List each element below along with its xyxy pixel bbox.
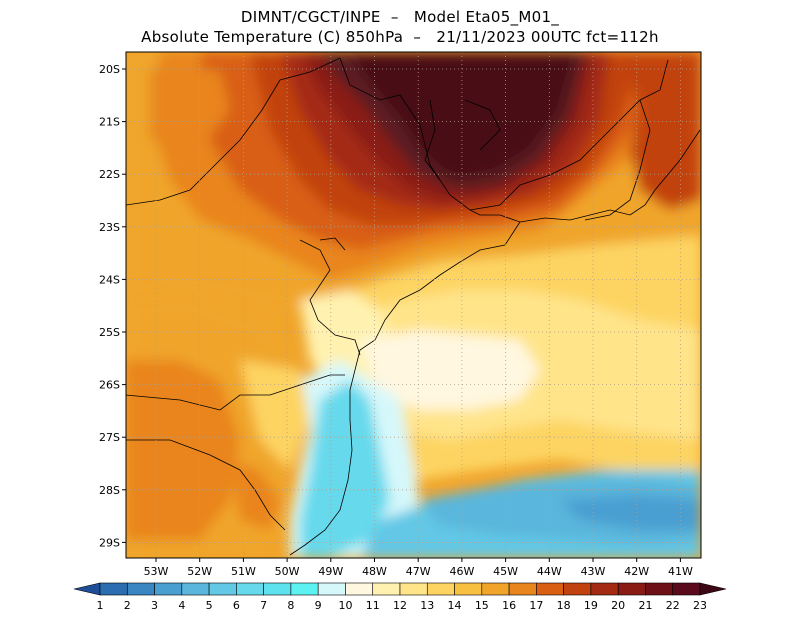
color-bar-label: 13 — [420, 599, 434, 612]
color-bar-label: 7 — [260, 599, 267, 612]
color-bar-segment — [590, 582, 619, 596]
color-bar-arrow-low — [73, 582, 101, 596]
color-bar-segment — [617, 582, 646, 596]
coastline — [289, 221, 521, 556]
color-bar-label: 8 — [287, 599, 294, 612]
color-bar-segment — [563, 582, 592, 596]
lon-label: 44W — [537, 565, 562, 578]
color-bar-segment — [236, 582, 264, 596]
map-title-line-1: DIMNT/CGCT/INPE – Model Eta05_M01_ — [240, 8, 560, 26]
lon-label: 45W — [493, 565, 518, 578]
color-bar-label: 19 — [584, 599, 598, 612]
color-bar-segment — [99, 582, 128, 596]
state-border — [126, 439, 286, 531]
reservoir-outline — [464, 99, 501, 151]
color-bar-label: 20 — [611, 599, 625, 612]
lon-label: 52W — [187, 565, 212, 578]
map-title-line-2: Absolute Temperature (C) 850hPa – 21/11/… — [141, 28, 659, 46]
map-outlines — [126, 57, 701, 556]
color-bar-label: 11 — [366, 599, 380, 612]
color-bar-label: 15 — [475, 599, 489, 612]
color-bar-label: 4 — [178, 599, 185, 612]
color-bar-label: 1 — [97, 599, 104, 612]
axis-ticks — [122, 68, 681, 562]
color-bar-segment — [508, 582, 537, 596]
color-bar-label: 17 — [529, 599, 543, 612]
color-bar — [73, 582, 727, 596]
color-bar-segment — [672, 582, 701, 596]
color-bar-segment — [208, 582, 237, 596]
color-bar-segment — [536, 582, 564, 596]
lat-label: 29S — [99, 536, 120, 549]
color-bar-label: 22 — [666, 599, 680, 612]
lat-label: 24S — [99, 273, 120, 286]
color-bar-segment — [481, 582, 510, 596]
color-bar-label: 6 — [233, 599, 240, 612]
color-bar-label: 9 — [315, 599, 322, 612]
lat-label: 27S — [99, 431, 120, 444]
latitude-labels: 20S 21S 22S 23S 24S 25S 26S 27S 28S 29S — [99, 63, 120, 549]
color-bar-segment — [426, 582, 455, 596]
color-bar-label: 18 — [557, 599, 571, 612]
color-bar-segment — [345, 582, 374, 596]
reservoir-outline — [424, 99, 441, 181]
color-bar-segment — [399, 582, 428, 596]
color-bar-segment — [263, 582, 292, 596]
lon-label: 46W — [449, 565, 474, 578]
map-frame — [125, 51, 702, 559]
color-bar-label: 5 — [206, 599, 213, 612]
lon-label: 49W — [318, 565, 343, 578]
color-bar-label: 12 — [393, 599, 407, 612]
color-bar-label: 23 — [693, 599, 707, 612]
color-bar-arrow-high — [699, 582, 727, 596]
lon-label: 53W — [144, 565, 169, 578]
coastline — [469, 129, 701, 223]
lat-label: 21S — [99, 116, 120, 129]
lat-label: 20S — [99, 63, 120, 76]
lon-label: 50W — [275, 565, 300, 578]
color-bar-label: 10 — [338, 599, 352, 612]
color-bar-label: 14 — [448, 599, 462, 612]
lon-label: 51W — [231, 565, 256, 578]
color-bar-labels: 1 2 3 4 5 6 7 8 9 10 11 12 13 14 15 16 17 18 19 20 21 22 23 — [97, 599, 708, 612]
color-bar-segment — [645, 582, 674, 596]
color-bar-label: 21 — [638, 599, 652, 612]
lat-label: 25S — [99, 326, 120, 339]
lon-label: 48W — [362, 565, 387, 578]
color-bar-segment — [126, 582, 155, 596]
state-border — [126, 374, 345, 411]
color-bar-segment — [154, 582, 183, 596]
lat-label: 26S — [99, 379, 120, 392]
color-bar-segment — [372, 582, 401, 596]
color-bar-segment — [454, 582, 483, 596]
lat-label: 28S — [99, 484, 120, 497]
lon-label: 47W — [406, 565, 431, 578]
state-border — [584, 99, 651, 221]
state-border — [126, 57, 341, 206]
lon-label: 43W — [581, 565, 606, 578]
color-bar-segment — [290, 582, 319, 596]
color-bar-segment — [317, 582, 346, 596]
color-bar-label: 16 — [502, 599, 516, 612]
state-border — [299, 239, 361, 356]
temperature-field — [126, 52, 701, 558]
lat-label: 22S — [99, 168, 120, 181]
longitude-labels: 53W 52W 51W 50W 49W 48W 47W 46W 45W 44W 43W 42W 41W — [144, 565, 693, 578]
grid-lines — [126, 52, 701, 558]
lon-label: 41W — [668, 565, 693, 578]
reservoir-outline — [319, 237, 346, 251]
lat-label: 23S — [99, 221, 120, 234]
color-bar-label: 2 — [124, 599, 131, 612]
color-bar-segment — [181, 582, 210, 596]
lon-label: 42W — [624, 565, 649, 578]
color-bar-label: 3 — [151, 599, 158, 612]
state-border — [339, 57, 669, 211]
